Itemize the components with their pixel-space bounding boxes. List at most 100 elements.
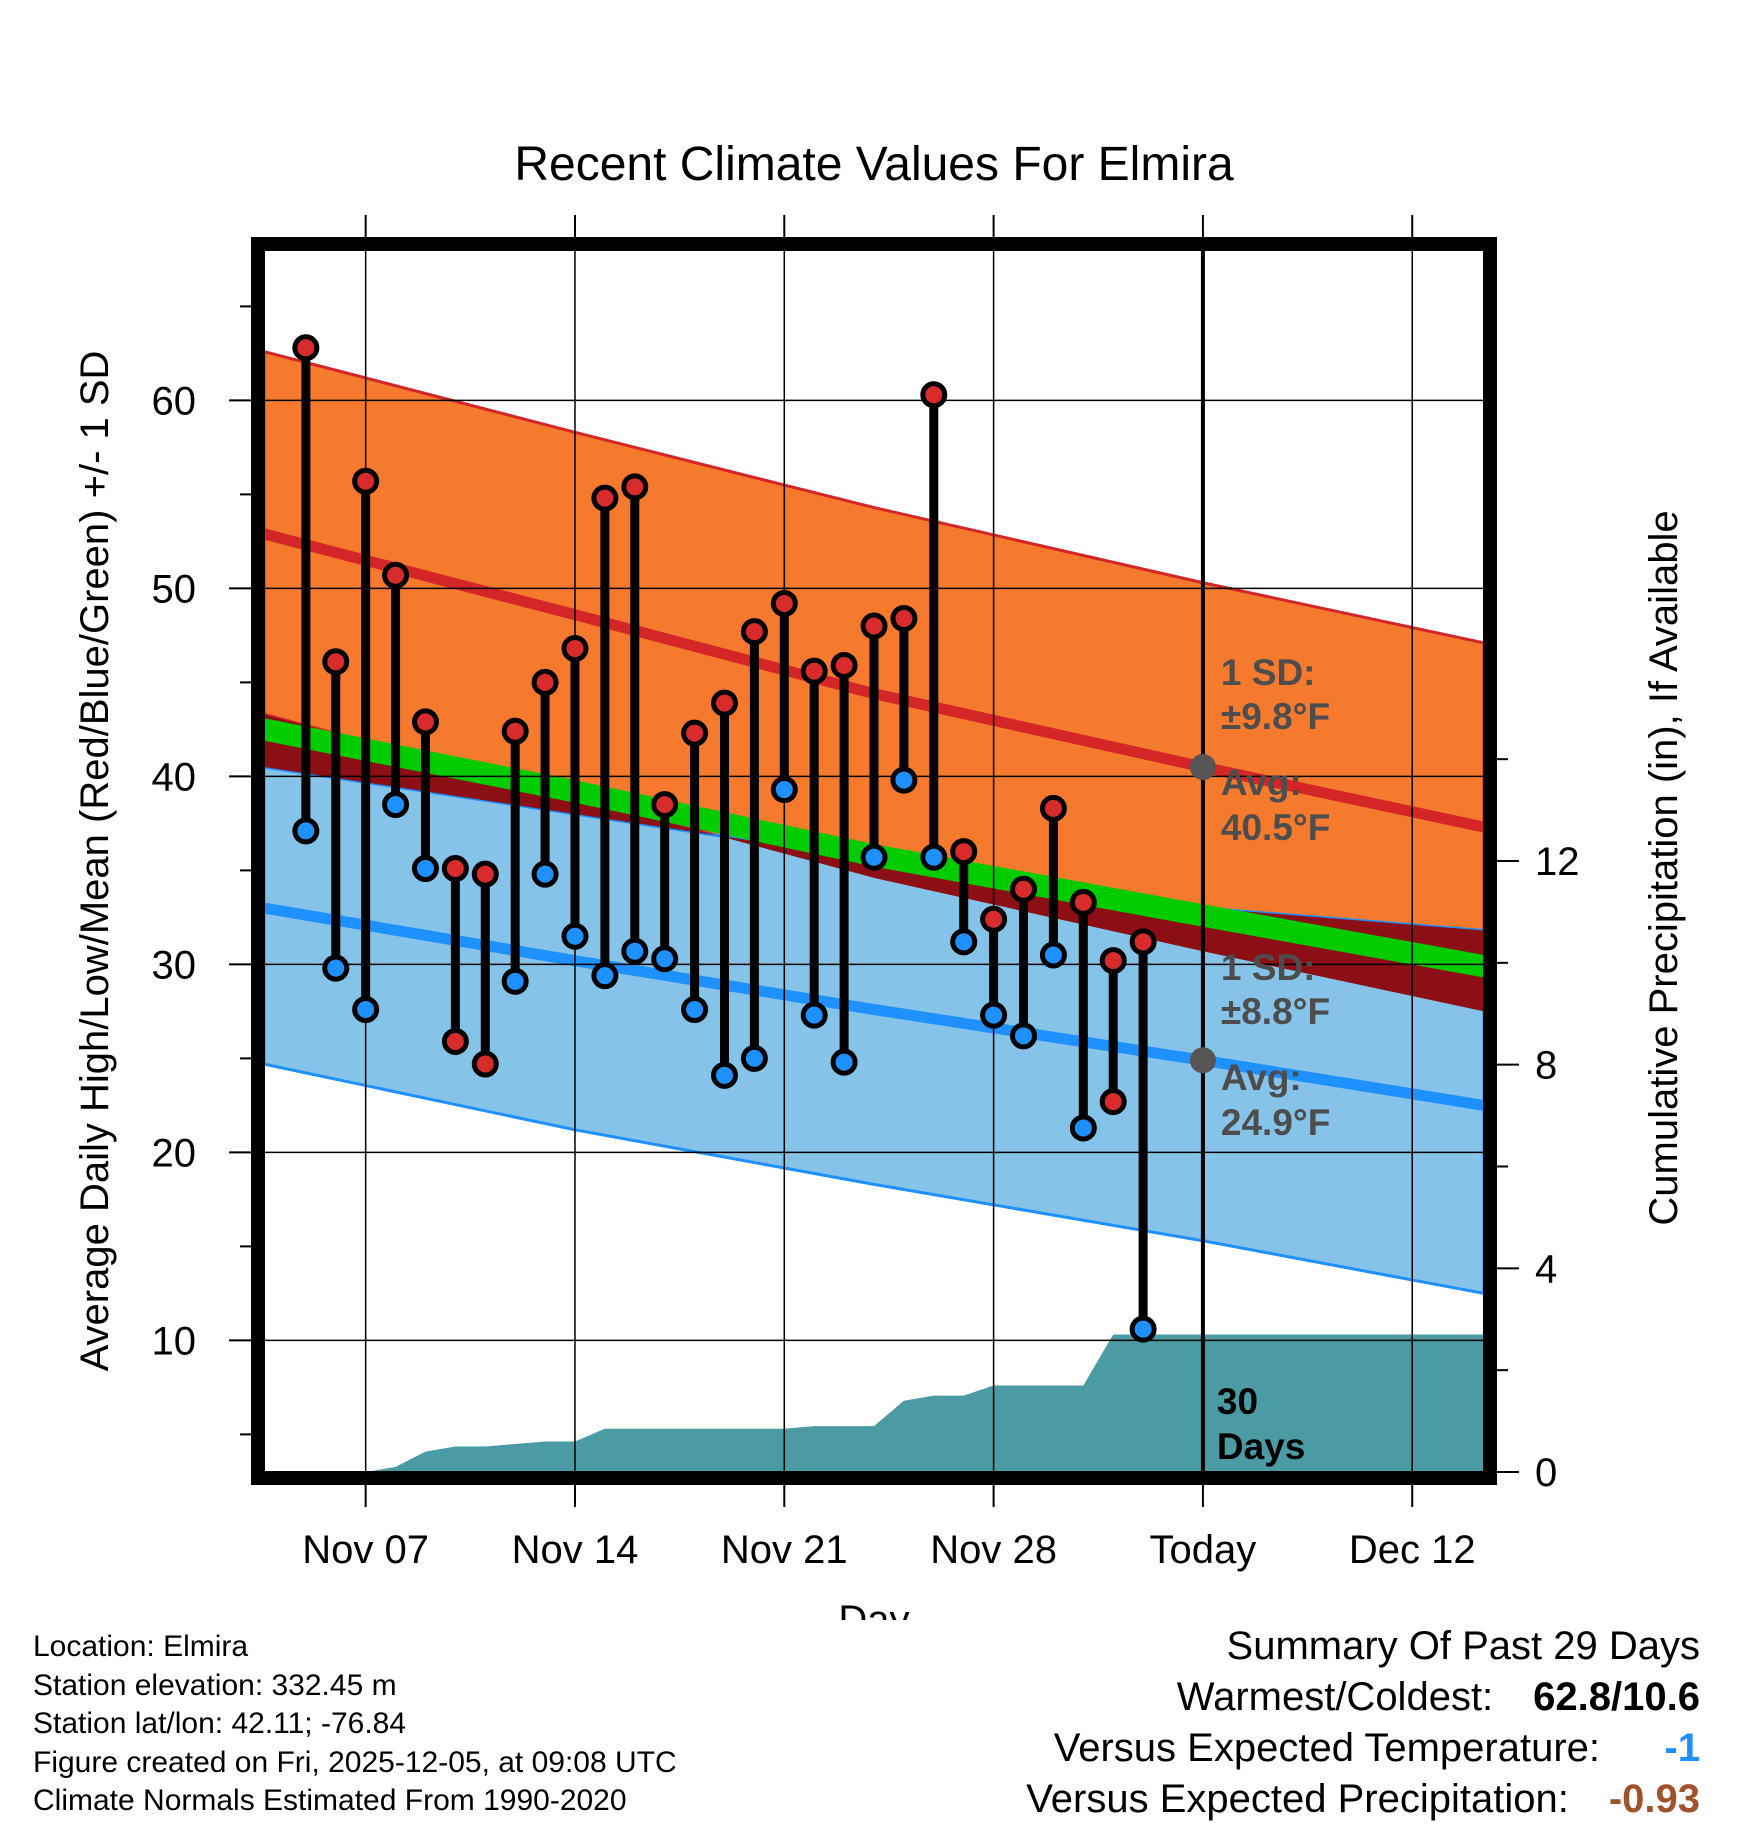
high-point [322, 648, 350, 676]
high-point [382, 561, 410, 589]
low-point [591, 962, 619, 990]
low-point [561, 922, 589, 950]
high-point [292, 334, 320, 362]
low-sd-value: ±8.8°F [1221, 991, 1330, 1032]
y-tick-label: 50 [152, 567, 197, 611]
period-value: 30 [1217, 1381, 1258, 1422]
high-point [890, 604, 918, 632]
x-axis-label: Day [838, 1598, 909, 1620]
low-point [441, 1027, 469, 1055]
summary-precip-row: Versus Expected Precipitation: -0.93 [1026, 1774, 1700, 1825]
high-point [651, 791, 679, 819]
high-point [441, 855, 469, 883]
low-point [411, 855, 439, 883]
low-point [1010, 1022, 1038, 1050]
y-tick-label: 10 [152, 1319, 197, 1363]
low-point [1069, 1114, 1097, 1142]
summary-title: Summary Of Past 29 Days [1226, 1624, 1700, 1668]
high-point [1099, 947, 1127, 975]
high-point [531, 668, 559, 696]
high-point [800, 657, 828, 685]
high-point [591, 484, 619, 512]
high-point [1129, 928, 1157, 956]
low-avg-label: Avg: [1221, 1057, 1302, 1098]
high-point [352, 467, 380, 495]
plot-frame [251, 237, 1497, 1485]
high-point [740, 618, 768, 646]
high-point [411, 708, 439, 736]
high-point [950, 838, 978, 866]
high-point [1069, 888, 1097, 916]
y2-tick-label: 4 [1535, 1247, 1557, 1291]
high-point [830, 651, 858, 679]
low-point [531, 860, 559, 888]
precip-area [264, 1334, 1484, 1472]
y2-tick-label: 12 [1535, 840, 1580, 884]
x-tick-label: Today [1150, 1528, 1257, 1572]
low-point [352, 996, 380, 1024]
y-tick-label: 20 [152, 1131, 197, 1175]
summary-panel: Summary Of Past 29 Days Warmest/Coldest:… [1026, 1621, 1700, 1825]
high-point [1039, 794, 1067, 822]
warm-cold-label: Warmest/Coldest: [1176, 1675, 1494, 1719]
low-point [1039, 941, 1067, 969]
low-average-line [264, 902, 1484, 1111]
low-point [800, 1001, 828, 1029]
y2-tick-label: 8 [1535, 1044, 1557, 1088]
station-info: Location: Elmira Station elevation: 332.… [33, 1628, 677, 1821]
high-point [860, 612, 888, 640]
high-avg-marker [1189, 754, 1216, 780]
latlon-text: Station lat/lon: 42.11; -76.84 [33, 1707, 407, 1740]
low-point [382, 791, 410, 819]
y-tick-label: 40 [152, 755, 197, 799]
elevation-text: Station elevation: 332.45 m [33, 1668, 397, 1702]
climate-chart: 10 20 30 40 50 60 0 4 8 12 Nov 07 Nov 14 Nov 21 Nov 2… [73, 138, 1686, 1620]
low-point [980, 1001, 1008, 1029]
y2-tick-label: 0 [1535, 1451, 1557, 1495]
high-point [710, 689, 738, 717]
plot-layer [264, 250, 1484, 1472]
x-tick-label: Nov 07 [302, 1528, 429, 1572]
high-point [1010, 875, 1038, 903]
low-point [770, 776, 798, 804]
low-point [471, 1050, 499, 1078]
precip-value: -0.93 [1608, 1777, 1700, 1821]
low-point [890, 766, 918, 794]
period-unit: Days [1217, 1426, 1305, 1467]
x-tick-label: Nov 21 [721, 1528, 848, 1572]
high-sd-value: ±9.8°F [1221, 696, 1330, 737]
chart-title: Recent Climate Values For Elmira [514, 138, 1234, 191]
low-point [651, 945, 679, 973]
high-point [561, 635, 589, 663]
x-tick-label: Dec 12 [1349, 1528, 1476, 1572]
y-tick-label: 30 [152, 943, 197, 987]
low-point [681, 996, 709, 1024]
precip-label: Versus Expected Precipitation: [1026, 1777, 1569, 1821]
warm-cold-value: 62.8/10.6 [1533, 1675, 1700, 1719]
high-point [980, 905, 1008, 933]
high-point [920, 381, 948, 409]
low-avg-value: 24.9°F [1221, 1102, 1330, 1143]
low-point [830, 1048, 858, 1076]
high-point [681, 719, 709, 747]
low-sd-label: 1 SD: [1221, 947, 1316, 988]
low-point [292, 817, 320, 845]
high-point [770, 589, 798, 617]
low-point [950, 928, 978, 956]
y-tick-label: 60 [152, 379, 197, 423]
x-tick-label: Nov 28 [930, 1528, 1057, 1572]
temp-value: -1 [1664, 1726, 1700, 1770]
low-point [740, 1044, 768, 1072]
summary-warm-cold-row: Warmest/Coldest: 62.8/10.6 [1026, 1672, 1700, 1723]
low-point [710, 1061, 738, 1089]
location-text: Location: Elmira [33, 1630, 249, 1663]
y-axis-label: Average Daily High/Low/Mean (Red/Blue/Gr… [73, 351, 117, 1372]
high-point [471, 860, 499, 888]
low-point [920, 843, 948, 871]
temp-label: Versus Expected Temperature: [1053, 1726, 1600, 1770]
low-point [501, 967, 529, 995]
low-point [1099, 1088, 1127, 1116]
summary-temp-row: Versus Expected Temperature: -1 [1026, 1723, 1700, 1774]
y2-axis-label: Cumulative Precipitation (in), If Availa… [1642, 510, 1686, 1225]
low-avg-marker [1189, 1047, 1216, 1074]
